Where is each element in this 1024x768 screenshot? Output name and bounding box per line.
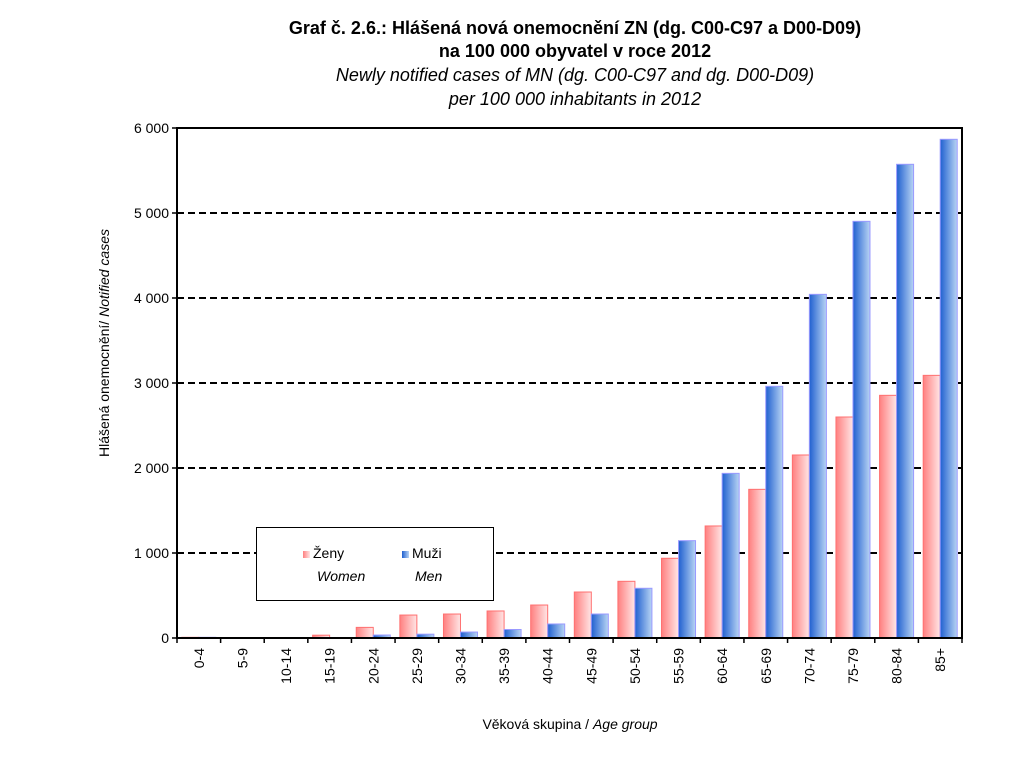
bar-women: [879, 394, 898, 639]
x-tick-label: 65-69: [758, 648, 774, 684]
legend-label-men: Muži: [412, 545, 442, 561]
legend-swatch-women: [303, 551, 310, 558]
bar-women: [530, 604, 549, 639]
y-tick-label: 0: [161, 630, 169, 646]
y-axis-label-cz: Hlášená onemocnění/: [96, 316, 112, 458]
x-tick-label: 5-9: [234, 648, 250, 668]
chart-title: Graf č. 2.6.: Hlášená nová onemocnění ZN…: [288, 18, 862, 38]
legend-item-men: Muži: [402, 545, 442, 561]
x-tick-label: 85+: [932, 648, 948, 672]
bar-men: [590, 613, 609, 639]
x-tick-label: 70-74: [801, 648, 817, 684]
y-axis-label: Hlášená onemocnění/ Notified cases: [96, 229, 112, 457]
bar-men: [547, 623, 566, 639]
y-tick-label: 5 000: [134, 205, 169, 221]
x-axis-label-cz: Věková skupina /: [482, 716, 593, 732]
bar-men: [896, 163, 915, 639]
bar-women: [442, 613, 461, 639]
x-tick-label: 15-19: [322, 648, 338, 684]
bar-men: [503, 629, 522, 639]
bar-men: [939, 138, 958, 639]
bar-women: [791, 454, 810, 639]
bar-women: [704, 525, 723, 639]
legend-label-men-en: Men: [415, 568, 443, 584]
bar-women: [399, 614, 418, 639]
legend: Ženy Women Muži Men: [256, 527, 494, 601]
x-tick-label: 75-79: [845, 648, 861, 684]
bar-men: [765, 385, 784, 639]
y-tick-label: 4 000: [134, 290, 169, 306]
y-tick-label: 1 000: [134, 545, 169, 561]
x-tick-label: 0-4: [191, 648, 207, 668]
y-tick-label: 2 000: [134, 460, 169, 476]
bar-women: [617, 580, 636, 639]
bar-women: [661, 557, 680, 639]
bar-men: [808, 293, 827, 639]
bar-women: [355, 626, 374, 639]
chart-subtitle: Newly notified cases of MN (dg. C00-C97 …: [335, 65, 815, 85]
plot-area-border: [176, 127, 963, 639]
x-tick-label: 50-54: [627, 648, 643, 684]
x-tick-label: 60-64: [714, 648, 730, 684]
chart-title-line2: na 100 000 obyvatel v roce 2012: [438, 41, 712, 61]
x-tick-label: 80-84: [889, 648, 905, 684]
legend-label-women-en: Women: [317, 568, 366, 584]
x-tick-label: 35-39: [496, 648, 512, 684]
legend-label-women: Ženy: [313, 545, 345, 561]
legend-swatch-men: [402, 551, 409, 558]
bar-men: [634, 587, 653, 639]
x-tick-label: 55-59: [671, 648, 687, 684]
y-tick-label: 3 000: [134, 375, 169, 391]
x-tick-label: 10-14: [278, 648, 294, 684]
legend-item-women: Ženy: [303, 545, 344, 561]
x-tick-label: 20-24: [365, 648, 381, 684]
x-tick-label: 30-34: [452, 648, 468, 684]
chart-subtitle-line2: per 100 000 inhabitants in 2012: [448, 89, 702, 109]
x-tick-label: 40-44: [540, 648, 556, 684]
bar-women: [486, 610, 505, 639]
bar-women: [922, 374, 941, 639]
y-axis-label-en: Notified cases: [96, 228, 112, 317]
bar-women: [748, 488, 767, 639]
bar-men: [852, 220, 871, 639]
x-axis-label-en: Age group: [592, 716, 658, 732]
y-tick-label: 6 000: [134, 120, 169, 136]
bar-men: [678, 540, 697, 639]
bar-men: [721, 472, 740, 639]
bar-women: [573, 591, 592, 639]
x-tick-label: 25-29: [409, 648, 425, 684]
bar-women: [835, 416, 854, 639]
x-axis-label: Věková skupina / Age group: [0, 716, 1024, 732]
x-tick-label: 45-49: [583, 648, 599, 684]
